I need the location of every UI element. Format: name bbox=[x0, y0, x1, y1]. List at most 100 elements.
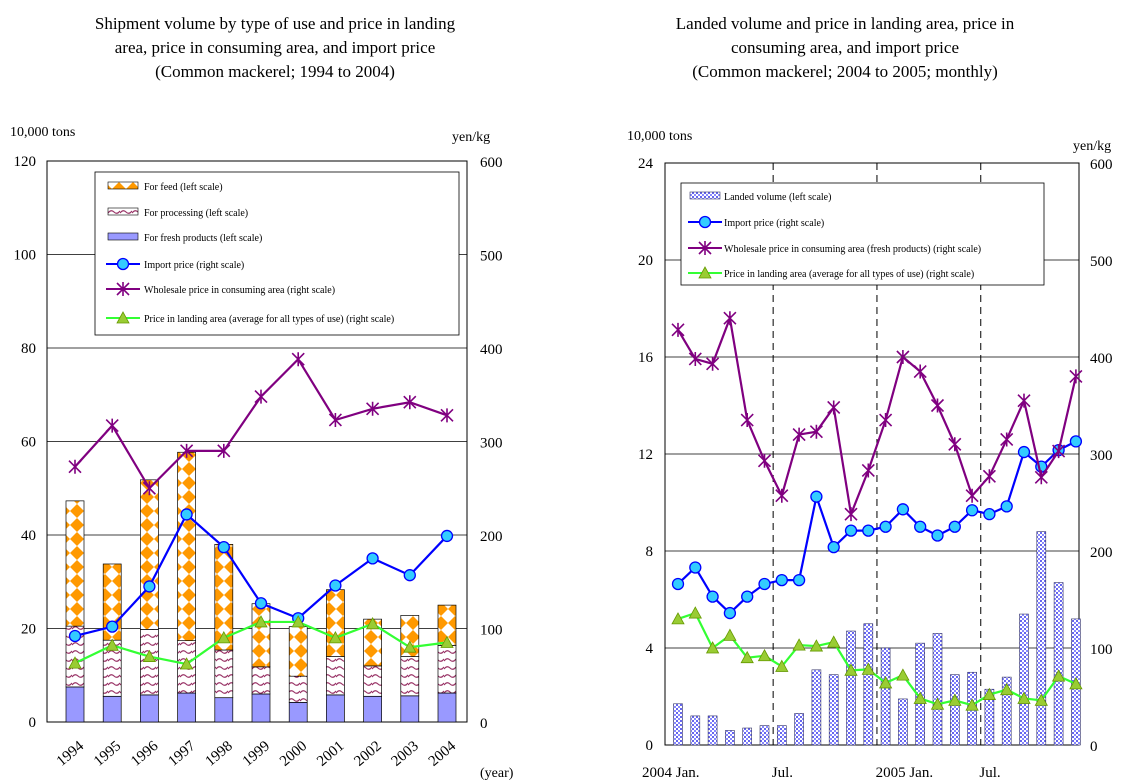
legend: For feed (left scale) For processing (lef… bbox=[94, 171, 460, 336]
bar-landed-volume bbox=[949, 674, 960, 746]
bar-landed-volume bbox=[1053, 582, 1064, 746]
bar-for-fresh-products bbox=[363, 695, 382, 723]
point-wholesale-price-in-consuming-area bbox=[827, 400, 841, 415]
point-import-price bbox=[254, 597, 268, 610]
bar-for-processing bbox=[326, 656, 345, 696]
bar-landed-volume bbox=[932, 633, 943, 746]
legend-marker bbox=[698, 266, 712, 279]
left-tick-label: 20 bbox=[638, 253, 653, 269]
bar-landed-volume bbox=[863, 623, 874, 746]
bar-for-processing bbox=[363, 665, 382, 697]
bar-landed-volume bbox=[846, 630, 856, 746]
x-tick-label: 1997 bbox=[165, 738, 199, 770]
point-import-price bbox=[671, 577, 685, 591]
legend: Landed volume (left scale) Import price (… bbox=[680, 182, 1045, 286]
legend-label: Import price (right scale) bbox=[144, 260, 244, 271]
legend-swatch bbox=[107, 232, 139, 241]
point-wholesale-price-in-consuming-area bbox=[706, 356, 720, 371]
bar-for-fresh-products bbox=[102, 695, 122, 723]
legend-label: Import price (right scale) bbox=[724, 218, 824, 229]
point-wholesale-price-in-consuming-area bbox=[913, 364, 927, 379]
point-price-in-landing-area bbox=[844, 663, 858, 676]
chart2-title-line1: Landed volume and price in landing area,… bbox=[676, 14, 1015, 33]
x-tick-label: 1995 bbox=[91, 738, 124, 770]
chart1-right-axis-unit: yen/kg bbox=[452, 130, 490, 145]
bar-for-processing bbox=[288, 675, 308, 703]
point-import-price bbox=[741, 590, 754, 603]
line-wholesale-price-in-consuming-area bbox=[74, 357, 448, 491]
x-tick-label: 2004 Jan. bbox=[642, 765, 700, 781]
bar-for-feed bbox=[140, 479, 159, 630]
point-wholesale-price-in-consuming-area bbox=[68, 459, 82, 474]
point-import-price bbox=[983, 507, 996, 521]
point-import-price bbox=[689, 561, 702, 574]
x-tick-label: 1998 bbox=[203, 738, 236, 770]
x-tick-label: 2004 bbox=[426, 738, 460, 770]
point-wholesale-price-in-consuming-area bbox=[775, 488, 789, 503]
right-tick-label: 100 bbox=[1090, 642, 1113, 658]
point-price-in-landing-area bbox=[217, 631, 231, 644]
x-tick-label: Jul. bbox=[772, 765, 793, 781]
left-tick-label: 8 bbox=[646, 544, 654, 560]
bar-landed-volume bbox=[1001, 676, 1012, 746]
point-wholesale-price-in-consuming-area bbox=[142, 481, 156, 496]
legend-label: Price in landing area (average for all t… bbox=[724, 269, 974, 280]
legend-label: Landed volume (left scale) bbox=[724, 192, 831, 203]
point-price-in-landing-area bbox=[403, 640, 417, 653]
point-price-in-landing-area bbox=[254, 615, 268, 628]
point-wholesale-price-in-consuming-area bbox=[403, 395, 417, 410]
right-tick-label: 600 bbox=[480, 155, 503, 171]
point-import-price bbox=[827, 540, 840, 554]
point-price-in-landing-area bbox=[827, 635, 841, 648]
left-tick-label: 4 bbox=[646, 641, 654, 657]
bar-for-fresh-products bbox=[288, 702, 308, 723]
chart1-left-axis-unit: 10,000 tons bbox=[10, 125, 75, 140]
legend-marker bbox=[116, 257, 130, 271]
legend-label: Price in landing area (average for all t… bbox=[144, 314, 394, 325]
point-wholesale-price-in-consuming-area bbox=[965, 488, 979, 503]
right-tick-label: 400 bbox=[1090, 351, 1113, 367]
bar-landed-volume bbox=[759, 725, 770, 746]
left-tick-label: 120 bbox=[14, 154, 37, 170]
x-tick-label: 2002 bbox=[351, 738, 384, 770]
point-import-price bbox=[844, 524, 858, 537]
bar-for-processing bbox=[437, 644, 457, 694]
legend-marker bbox=[116, 311, 130, 324]
left-tick-label: 0 bbox=[29, 715, 37, 731]
point-price-in-landing-area bbox=[705, 641, 720, 654]
point-wholesale-price-in-consuming-area bbox=[982, 469, 996, 484]
bar-for-feed bbox=[288, 626, 308, 677]
left-tick-label: 12 bbox=[638, 447, 653, 463]
x-tick-label: 2001 bbox=[314, 738, 347, 770]
bar-for-feed bbox=[251, 603, 271, 668]
right-tick-label: 400 bbox=[480, 342, 503, 358]
x-tick-label: 2003 bbox=[389, 738, 422, 770]
point-wholesale-price-in-consuming-area bbox=[879, 413, 893, 428]
bar-landed-volume bbox=[811, 669, 822, 746]
bar-for-processing bbox=[214, 649, 234, 699]
point-wholesale-price-in-consuming-area bbox=[1017, 393, 1031, 408]
point-wholesale-price-in-consuming-area bbox=[688, 351, 702, 366]
point-price-in-landing-area bbox=[1000, 682, 1014, 696]
point-price-in-landing-area bbox=[757, 648, 772, 662]
point-wholesale-price-in-consuming-area bbox=[930, 398, 945, 413]
x-tick-label: 1994 bbox=[54, 738, 88, 770]
chart1-title-line3: (Common mackerel; 1994 to 2004) bbox=[155, 62, 395, 81]
x-tick-label: 1996 bbox=[128, 738, 162, 770]
bar-for-fresh-products bbox=[140, 694, 159, 723]
right-tick-label: 0 bbox=[480, 716, 488, 732]
bar-landed-volume bbox=[707, 715, 718, 746]
legend-box bbox=[680, 182, 1045, 286]
point-wholesale-price-in-consuming-area bbox=[757, 453, 772, 468]
point-wholesale-price-in-consuming-area bbox=[217, 443, 231, 458]
bar-for-fresh-products bbox=[65, 686, 85, 723]
bar-landed-volume bbox=[673, 703, 683, 746]
legend-box bbox=[94, 171, 460, 336]
point-price-in-landing-area bbox=[740, 650, 754, 664]
left-tick-label: 24 bbox=[638, 156, 654, 172]
point-price-in-landing-area bbox=[896, 668, 910, 681]
bar-for-fresh-products bbox=[214, 697, 234, 723]
point-import-price bbox=[931, 529, 944, 542]
point-import-price bbox=[792, 573, 806, 587]
point-price-in-landing-area bbox=[365, 616, 380, 630]
